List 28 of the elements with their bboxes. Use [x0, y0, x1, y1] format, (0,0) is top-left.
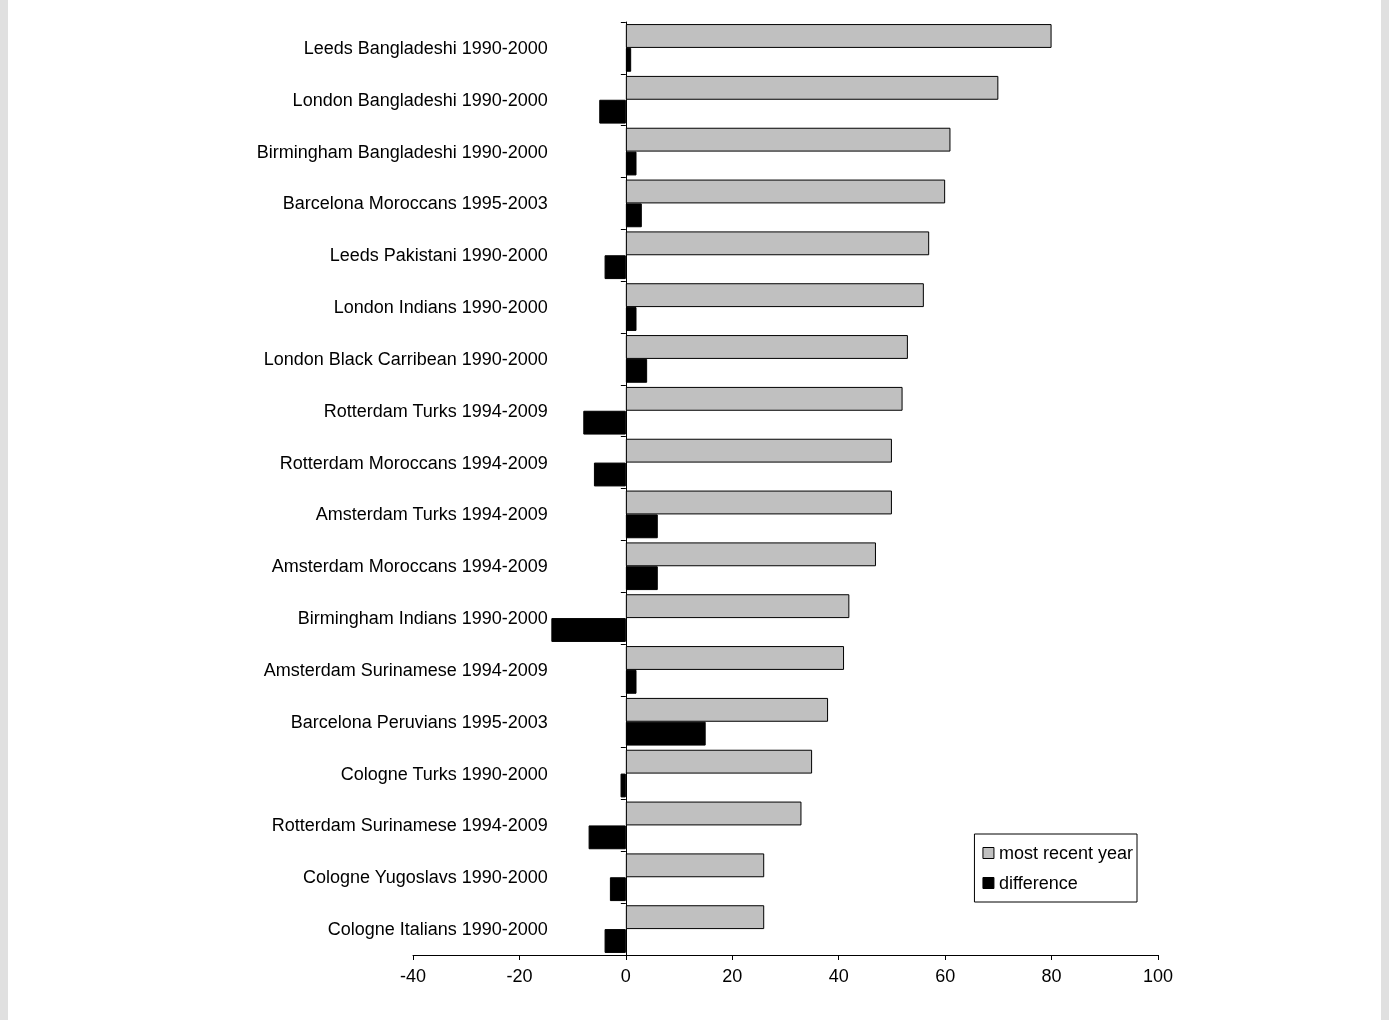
y-tick-label: Amsterdam Surinamese 1994-2009: [263, 659, 548, 680]
x-tick-label: 20: [722, 966, 743, 986]
x-tick-label: 80: [1041, 966, 1062, 986]
y-tick-label: Barcelona Moroccans 1995-2003: [282, 193, 548, 214]
x-tick-label: -20: [506, 966, 533, 986]
y-tick-label: Rotterdam Turks 1994-2009: [323, 400, 548, 421]
y-tick-label: Birmingham Bangladeshi 1990-2000: [256, 141, 548, 162]
x-tick-label: 100: [1142, 966, 1174, 986]
y-tick-label: Birmingham Indians 1990-2000: [297, 608, 548, 629]
y-tick-label: London Black Carribean 1990-2000: [263, 348, 548, 369]
y-tick-label: Amsterdam Turks 1994-2009: [315, 504, 548, 525]
y-tick-label: Leeds Pakistani 1990-2000: [329, 245, 548, 266]
y-tick-label: Cologne Turks 1990-2000: [340, 763, 548, 784]
x-tick-label: 40: [828, 966, 849, 986]
y-tick-label: London Indians 1990-2000: [333, 297, 548, 318]
y-tick-label: Leeds Bangladeshi 1990-2000: [303, 37, 548, 58]
x-tick-label: 60: [935, 966, 956, 986]
y-tick-label: Rotterdam Moroccans 1994-2009: [279, 452, 548, 473]
y-tick-label: Rotterdam Surinamese 1994-2009: [271, 815, 548, 836]
y-tick-label: Cologne Italians 1990-2000: [327, 919, 548, 940]
y-tick-label: Cologne Yugoslavs 1990-2000: [302, 867, 548, 888]
legend-label: difference: [998, 873, 1078, 893]
y-tick-label: London Bangladeshi 1990-2000: [292, 89, 548, 110]
x-tick-label: -40: [399, 966, 427, 986]
legend-label: most recent year: [998, 843, 1134, 863]
x-tick-label: 0: [620, 966, 631, 986]
y-tick-label: Amsterdam Moroccans 1994-2009: [271, 556, 548, 577]
y-tick-label: Barcelona Peruvians 1995-2003: [290, 711, 548, 732]
